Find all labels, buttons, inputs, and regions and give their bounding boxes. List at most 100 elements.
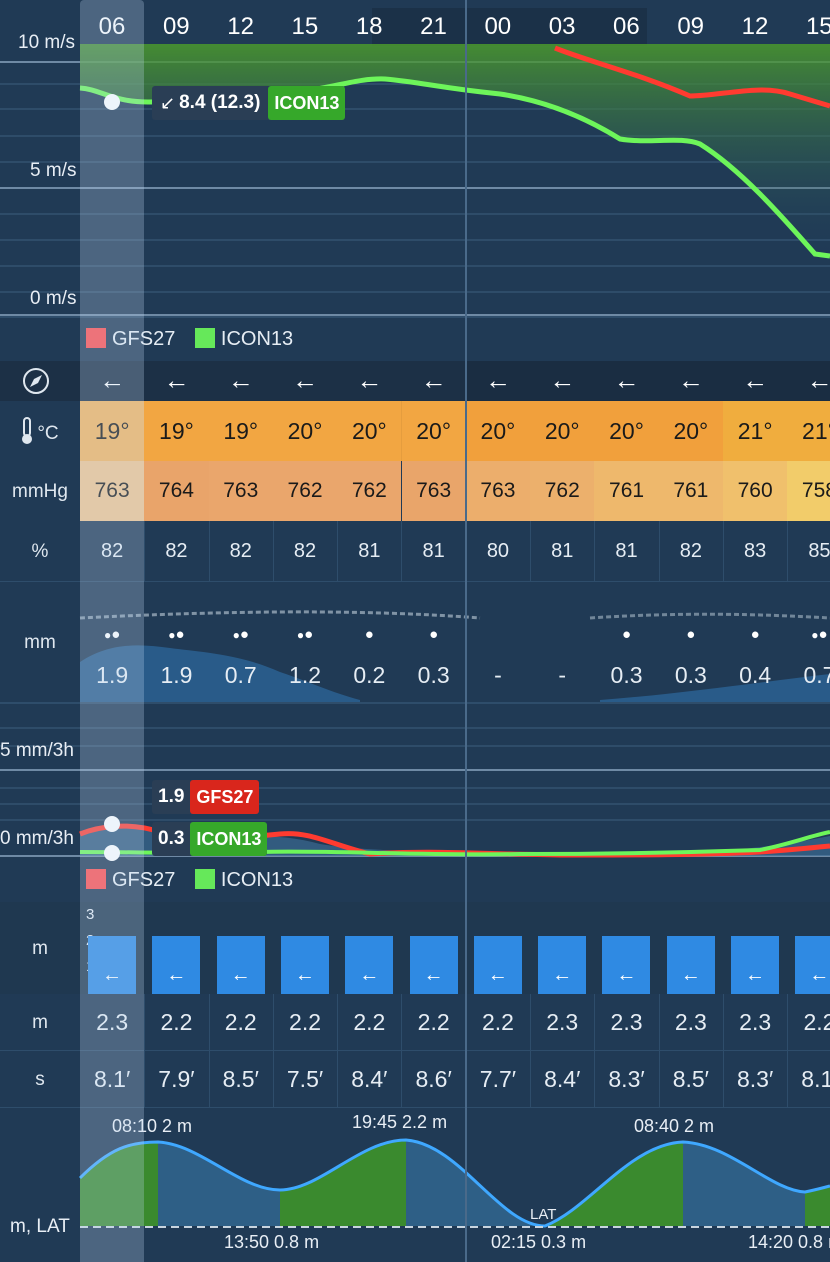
wind-direction-arrow: ← xyxy=(163,365,190,395)
pressure-value: 761 xyxy=(594,461,659,521)
wave-direction-arrow: ← xyxy=(230,964,251,986)
wave-direction-arrow: ← xyxy=(680,964,701,986)
hour-label: 09 xyxy=(677,13,705,40)
wave-height-row: m 2.3 2.2 2.2 2.2 2.2 2.2 2.2 2.3 2.3 2.3 2.3 2.2 xyxy=(0,994,830,1051)
wave-height-value: 2.3 xyxy=(723,994,789,1050)
precipitation-chart: 5 mm/3h 0 mm/3h 1.9 GFS27 0.3 ICON13 xyxy=(0,704,830,864)
wave-height-value: 2.3 xyxy=(80,994,146,1050)
wave-bar: ← xyxy=(731,936,779,994)
hour-label: 18 xyxy=(355,13,383,40)
rain-drop-icon: ● xyxy=(364,626,374,643)
direction-night-shading xyxy=(465,361,830,401)
humidity-value: 85 xyxy=(787,521,830,581)
compass-icon xyxy=(22,367,50,395)
hour-label: 09 xyxy=(162,13,190,40)
humidity-value: 82 xyxy=(209,521,274,581)
wave-bar: ← xyxy=(152,936,201,994)
precipitation-value: 1.2 xyxy=(289,662,322,688)
gfs-swatch xyxy=(86,328,106,348)
wind-direction-arrow: ← xyxy=(613,365,640,395)
wind-legend[interactable]: GFS27 ICON13 xyxy=(86,328,293,351)
wind-direction-arrow: ← xyxy=(677,365,704,395)
tide-label: m, LAT xyxy=(10,1216,70,1237)
wave-period-value: 8.4′ xyxy=(337,1051,403,1107)
section-divider xyxy=(0,702,830,704)
wind-direction-arrow: ← xyxy=(356,365,383,395)
precipitation-value: 0.2 xyxy=(353,662,386,688)
wave-height-value: 2.2 xyxy=(466,994,532,1050)
wave-bars-label: m xyxy=(32,938,48,959)
humidity-row: % 82 82 82 82 81 81 80 81 81 82 83 85 xyxy=(0,521,830,582)
tide-high-2: 19:45 2.2 m xyxy=(352,1112,448,1132)
icon-precip-tooltip: 0.3 ICON13 xyxy=(152,822,268,856)
pressure-value: 762 xyxy=(530,461,595,521)
pressure-value: 763 xyxy=(80,461,145,521)
section-divider xyxy=(0,316,830,318)
wind-y-label-10: 10 m/s xyxy=(18,32,76,53)
humidity-value: 81 xyxy=(337,521,403,581)
precipitation-label: mm xyxy=(24,632,56,653)
temperature-value: 20° xyxy=(401,401,467,461)
wave-height-label: m xyxy=(32,1012,48,1033)
pressure-value: 763 xyxy=(465,461,531,521)
wave-period-value: 8.6′ xyxy=(402,1051,467,1107)
pressure-value: 761 xyxy=(658,461,723,521)
precip-legend[interactable]: GFS27 ICON13 xyxy=(86,869,293,892)
wave-height-value: 2.2 xyxy=(209,994,274,1050)
precipitation-row: mm ●● ●● ●● ●● ● ● ● ● ● ●● 1.9 1.9 0.7 1.2 0.2 0.3- -0… xyxy=(0,582,830,702)
wave-bar: ← xyxy=(409,936,458,994)
night-shading xyxy=(372,8,647,46)
wave-height-value: 2.2 xyxy=(402,994,467,1050)
icon-swatch xyxy=(194,869,215,889)
wave-bar: ← xyxy=(666,936,715,994)
wave-height-value: 2.2 xyxy=(337,994,403,1050)
wave-direction-arrow: ← xyxy=(102,964,122,986)
rain-drop-icon: ●● xyxy=(168,626,185,643)
precipitation-value: 0.3 xyxy=(674,662,707,688)
humidity-value: 82 xyxy=(659,521,724,581)
hour-label: 12 xyxy=(227,13,254,40)
rain-drop-icon: ● xyxy=(622,626,632,643)
hour-label: 21 xyxy=(420,13,447,40)
humidity-value: 82 xyxy=(144,521,210,581)
gfs-swatch xyxy=(86,869,106,889)
precip-y-label-0: 0 mm/3h xyxy=(0,828,74,849)
pressure-value: 763 xyxy=(401,461,466,521)
hour-label: 00 xyxy=(484,13,512,40)
pressure-value: 764 xyxy=(144,461,209,521)
wind-y-label-0: 0 m/s xyxy=(30,288,77,309)
temperature-value: 20° xyxy=(465,401,532,461)
pressure-value: 762 xyxy=(337,461,402,521)
wave-direction-arrow: ← xyxy=(809,964,830,986)
hour-label: 15 xyxy=(291,13,319,40)
wave-scale-3: 3 xyxy=(86,906,95,923)
selected-column-highlight[interactable] xyxy=(80,0,144,1262)
wave-bar: ← xyxy=(280,936,329,994)
hour-label: 06 xyxy=(98,13,126,40)
pressure-value: 758 xyxy=(787,461,830,521)
direction-row: ← ← ← ← ← ← ← ← ← ← ← ← xyxy=(0,361,830,401)
wave-direction-arrow: ← xyxy=(616,964,637,986)
pressure-row: mmHg 763 764 763 762 762 763 763 762 761 761 760 75… xyxy=(0,461,830,521)
icon-swatch xyxy=(194,328,215,348)
wave-period-value: 8.5′ xyxy=(209,1051,274,1107)
gfs-wind-line xyxy=(554,45,830,109)
wave-period-value: 8.3′ xyxy=(594,1051,660,1107)
hour-label: 06 xyxy=(613,13,640,40)
tide-lat-marker: LAT xyxy=(530,1206,557,1223)
wave-period-label: s xyxy=(35,1069,45,1090)
pressure-value: 760 xyxy=(723,461,788,521)
wave-bar: ← xyxy=(473,936,522,994)
hour-label: 12 xyxy=(741,13,769,40)
temperature-value: 20° xyxy=(337,401,403,461)
wave-bars-row: m 3 2 1 ←←←←←←←←←←←← xyxy=(0,902,830,994)
hour-label: 15 xyxy=(805,13,830,40)
wave-bar: ← xyxy=(88,936,136,994)
temperature-row: °C 19°19°19°20°20°20°20°20°20°20°21°21° xyxy=(0,401,830,461)
tide-curve xyxy=(78,1138,830,1228)
wave-period-value: 7.7′ xyxy=(466,1051,532,1107)
time-header: 06 09 12 15 18 21 00 03 06 09 12 15 xyxy=(80,0,830,48)
icon-precip-marker xyxy=(104,845,120,861)
precipitation-value: - xyxy=(494,662,502,688)
rain-drop-icon: ●● xyxy=(232,626,249,643)
